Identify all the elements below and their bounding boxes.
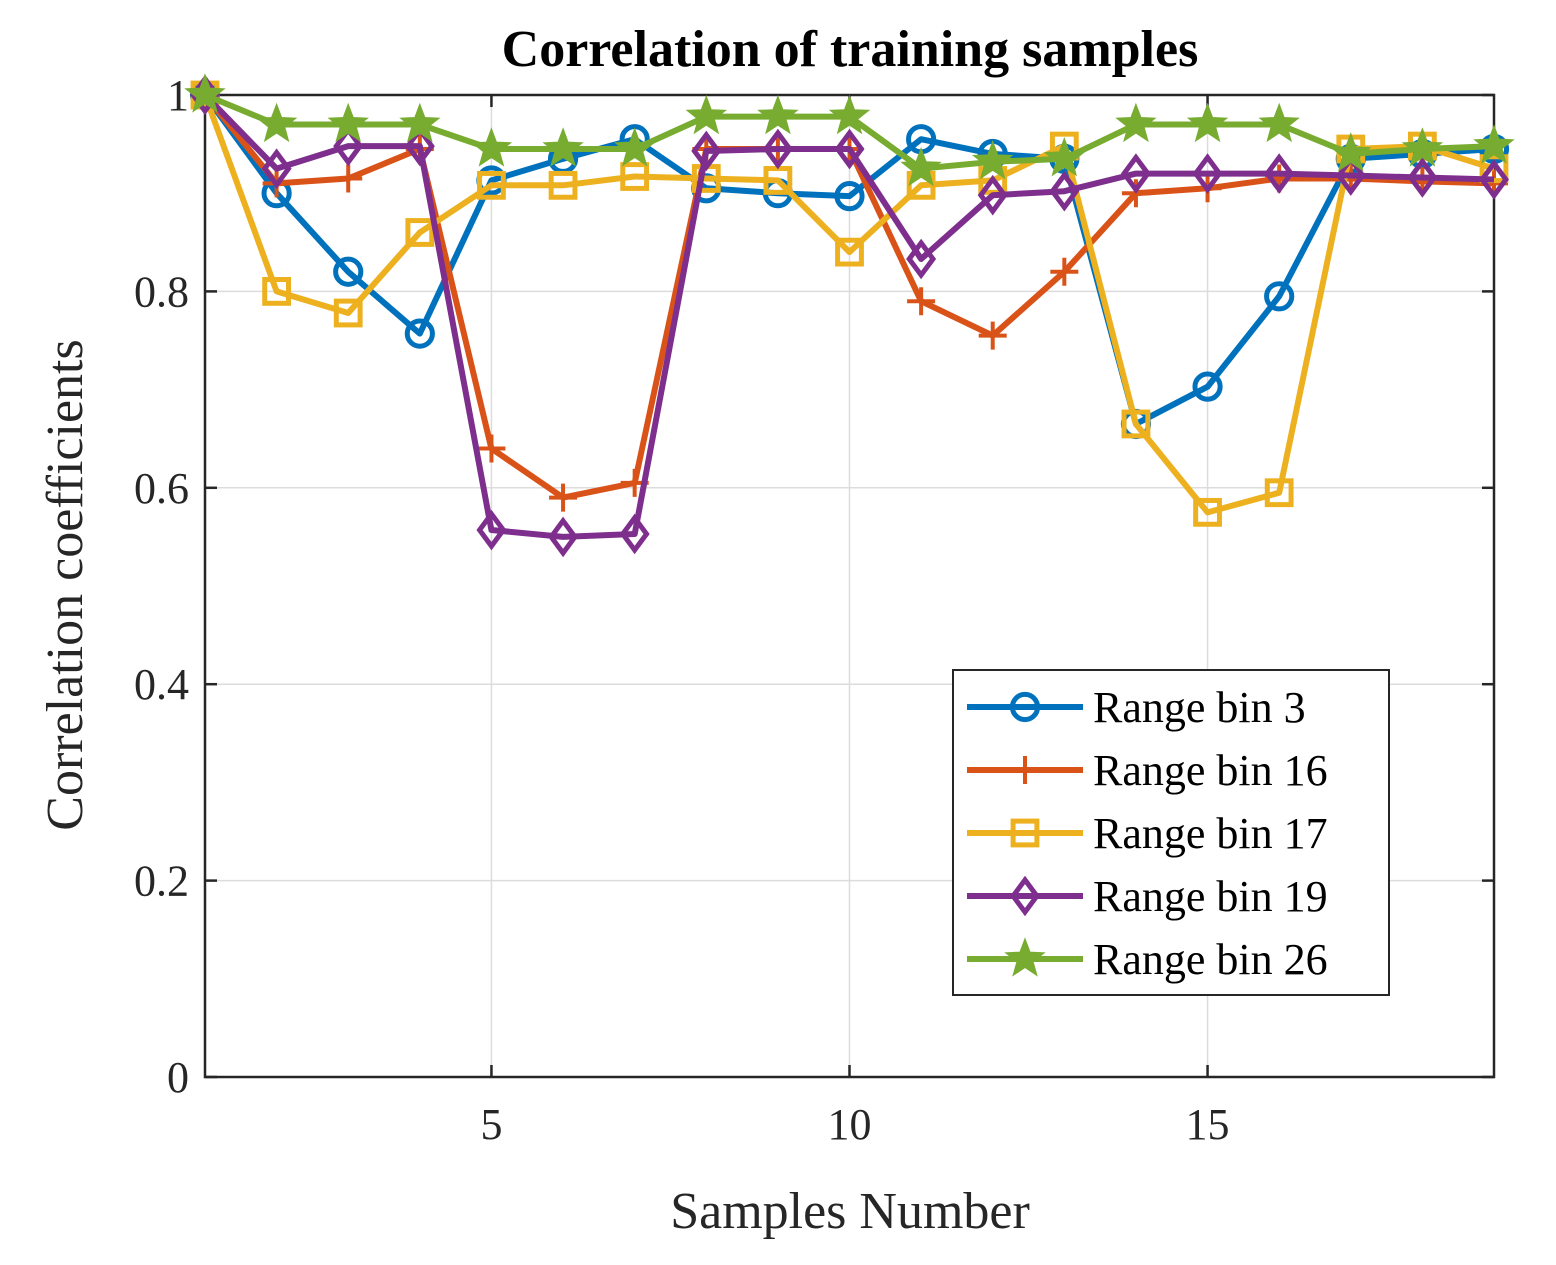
legend-label: Range bin 3 xyxy=(1093,683,1306,732)
legend-label: Range bin 26 xyxy=(1093,935,1328,984)
data-point-diamond xyxy=(1478,159,1510,200)
data-point-diamond xyxy=(1192,153,1223,194)
data-point-diamond xyxy=(1264,153,1295,194)
data-point-diamond xyxy=(404,125,435,167)
series-line xyxy=(202,92,1495,540)
data-point-star xyxy=(255,102,298,143)
data-point-diamond xyxy=(476,509,507,551)
data-point-plus xyxy=(1050,257,1079,286)
data-point-diamond xyxy=(691,130,722,172)
data-point-circle xyxy=(333,256,364,287)
y-tick-label: 0.6 xyxy=(134,464,189,513)
data-point-square xyxy=(1264,478,1294,508)
legend-item: Range bin 3 xyxy=(967,683,1306,732)
series-line xyxy=(202,93,1495,427)
data-point-square xyxy=(620,162,650,191)
y-tick-label: 0.8 xyxy=(134,267,189,316)
data-point-square xyxy=(262,277,292,306)
data-point-star xyxy=(1004,937,1046,977)
x-tick-label: 5 xyxy=(480,1100,502,1149)
y-tick-label: 0.4 xyxy=(134,660,189,709)
data-point-diamond xyxy=(834,128,865,170)
data-point-diamond xyxy=(1009,875,1041,917)
data-point-diamond xyxy=(1407,157,1438,198)
legend-label: Range bin 19 xyxy=(1093,872,1328,921)
data-point-square xyxy=(477,170,506,200)
data-point-square xyxy=(333,298,363,328)
data-point-star xyxy=(1473,124,1515,164)
legend-label: Range bin 16 xyxy=(1093,746,1328,795)
legend-label: Range bin 17 xyxy=(1093,809,1328,858)
data-point-star xyxy=(900,146,942,187)
data-point-star xyxy=(757,94,799,135)
data-point-square xyxy=(1010,818,1040,848)
data-point-circle xyxy=(1009,691,1041,723)
legend-items: Range bin 3 Range bin 16 Range bin 17 Range… xyxy=(967,683,1328,984)
data-point-diamond xyxy=(906,238,937,280)
series-range-bin-26 xyxy=(184,73,1515,187)
legend-item: Range bin 16 xyxy=(967,746,1328,795)
data-point-plus xyxy=(334,164,363,193)
y-tick-label: 0 xyxy=(167,1053,189,1102)
y-tick-label: 0.2 xyxy=(134,857,189,906)
data-point-diamond xyxy=(1120,153,1151,194)
data-point-circle xyxy=(1192,371,1223,402)
data-point-star xyxy=(1330,132,1372,172)
series-line xyxy=(202,93,1495,516)
data-point-star xyxy=(470,127,513,167)
data-point-diamond xyxy=(1335,155,1366,196)
data-point-plus xyxy=(549,483,578,512)
y-tick-label: 1 xyxy=(167,71,189,120)
data-point-star xyxy=(1401,127,1444,167)
data-point-star xyxy=(1115,102,1157,143)
data-point-square xyxy=(405,218,435,247)
data-point-diamond xyxy=(261,148,292,189)
data-point-star xyxy=(971,140,1014,180)
chart-title: Correlation of training samples xyxy=(502,21,1199,78)
x-tick-label: 10 xyxy=(828,1100,872,1149)
legend: Range bin 3 Range bin 16 Range bin 17 Range… xyxy=(952,669,1390,996)
data-point-circle xyxy=(1264,281,1295,312)
data-point-star xyxy=(685,94,728,135)
data-point-square xyxy=(1193,497,1222,527)
data-point-star xyxy=(1043,137,1086,177)
y-axis-label: Correlation coefficients xyxy=(37,339,94,830)
data-point-plus xyxy=(907,287,936,316)
legend-item: Range bin 17 xyxy=(967,809,1328,858)
data-point-star xyxy=(184,73,226,113)
data-point-plus xyxy=(978,321,1007,350)
data-point-diamond xyxy=(762,128,793,170)
data-point-plus xyxy=(1011,756,1039,784)
data-point-diamond xyxy=(548,516,579,558)
series-range-bin-19 xyxy=(189,74,1510,558)
data-point-star xyxy=(828,94,871,135)
axis-ticks: 00.20.40.60.815 10 15 xyxy=(134,71,1494,1149)
data-point-circle xyxy=(404,318,435,349)
data-point-star xyxy=(613,127,656,167)
data-point-star xyxy=(542,127,584,167)
legend-item: Range bin 26 xyxy=(967,935,1328,984)
data-point-star xyxy=(1258,102,1300,143)
legend-item: Range bin 19 xyxy=(967,872,1328,921)
data-point-star xyxy=(327,102,369,143)
x-tick-label: 15 xyxy=(1186,1100,1230,1149)
data-point-square xyxy=(835,237,864,267)
data-point-circle xyxy=(834,181,865,212)
data-point-diamond xyxy=(619,513,650,555)
data-point-square xyxy=(1121,409,1151,439)
data-point-diamond xyxy=(333,125,364,167)
data-point-plus xyxy=(477,434,506,463)
x-axis-label: Samples Number xyxy=(670,1183,1030,1240)
data-point-square xyxy=(1479,154,1509,184)
data-point-star xyxy=(1186,102,1229,143)
data-point-star xyxy=(399,102,441,143)
data-point-diamond xyxy=(977,174,1008,216)
data-point-square xyxy=(548,170,578,200)
data-point-diamond xyxy=(1049,170,1080,212)
series-group xyxy=(184,73,1515,558)
